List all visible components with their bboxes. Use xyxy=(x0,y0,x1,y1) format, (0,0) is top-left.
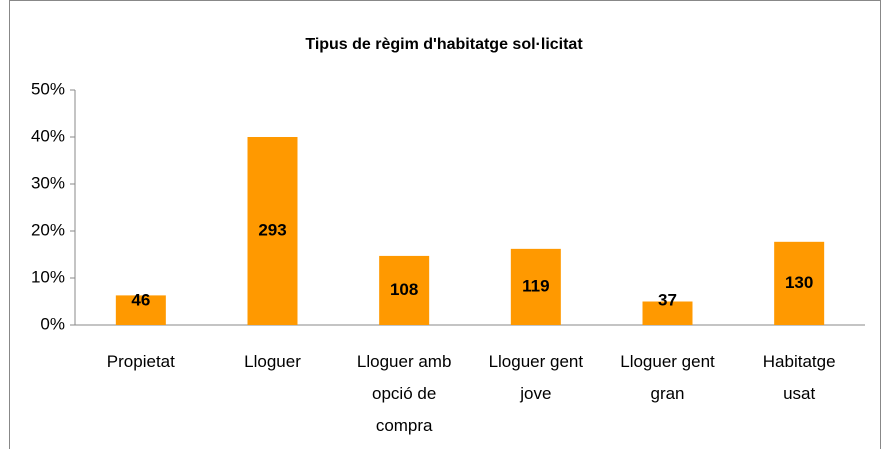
y-tick-label: 50% xyxy=(31,79,65,98)
data-label: 119 xyxy=(522,276,549,295)
data-label: 37 xyxy=(658,290,677,309)
y-tick-label: 20% xyxy=(31,220,65,239)
x-tick-label: Lloguer gent gran xyxy=(620,352,715,403)
x-tick-label: Lloguer xyxy=(244,352,301,371)
bar xyxy=(774,241,825,325)
x-tick-label: Habitatge usat xyxy=(763,352,836,403)
x-tick-label: Lloguer amb opció de compra xyxy=(357,352,452,435)
y-tick-label: 30% xyxy=(31,173,65,192)
x-tick-label: Propietat xyxy=(107,352,175,371)
bar xyxy=(642,301,693,325)
data-label: 130 xyxy=(785,273,813,292)
y-tick-label: 0% xyxy=(40,314,65,333)
chart-title: Tipus de règim d'habitatge sol·licitat xyxy=(305,36,583,53)
bar xyxy=(115,295,166,325)
chart-border xyxy=(9,0,881,449)
data-label: 108 xyxy=(390,280,418,299)
data-label: 46 xyxy=(131,290,150,309)
bar xyxy=(247,137,298,325)
y-tick-label: 10% xyxy=(31,267,65,286)
y-tick-label: 40% xyxy=(31,126,65,145)
bar xyxy=(379,255,430,325)
x-tick-label: Lloguer gent jove xyxy=(489,352,584,403)
data-label: 293 xyxy=(258,220,286,239)
bar xyxy=(510,248,561,325)
